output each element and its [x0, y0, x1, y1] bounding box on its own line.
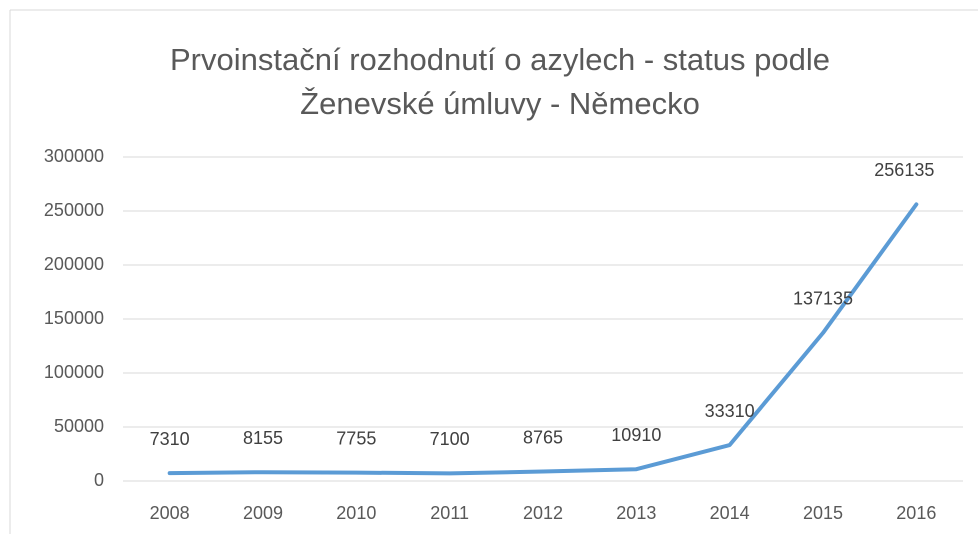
y-tick-label: 250000	[44, 200, 104, 220]
data-label: 8765	[523, 427, 563, 447]
y-tick-label: 50000	[54, 416, 104, 436]
x-tick-label: 2012	[523, 503, 563, 523]
x-tick-label: 2013	[616, 503, 656, 523]
data-line	[167, 202, 919, 476]
x-tick-label: 2014	[710, 503, 750, 523]
data-label: 7310	[150, 429, 190, 449]
chart-title: Prvoinstační rozhodnutí o azylech - stat…	[170, 42, 830, 121]
y-tick-label: 100000	[44, 362, 104, 382]
data-label: 7100	[430, 429, 470, 449]
x-tick-label: 2011	[430, 503, 469, 523]
y-tick-label: 300000	[44, 146, 104, 166]
y-tick-label: 150000	[44, 308, 104, 328]
y-tick-label: 0	[94, 470, 104, 490]
data-label: 256135	[874, 160, 934, 180]
y-tick-label: 200000	[44, 254, 104, 274]
data-label: 10910	[611, 425, 661, 445]
x-tick-label: 2009	[243, 503, 283, 523]
data-label: 7755	[336, 428, 376, 448]
x-tick-label: 2015	[803, 503, 843, 523]
x-tick-label: 2008	[150, 503, 190, 523]
x-tick-label: 2016	[896, 503, 936, 523]
data-label: 8155	[243, 428, 283, 448]
x-tick-label: 2010	[336, 503, 376, 523]
data-label: 137135	[793, 289, 853, 309]
data-label: 33310	[705, 401, 755, 421]
